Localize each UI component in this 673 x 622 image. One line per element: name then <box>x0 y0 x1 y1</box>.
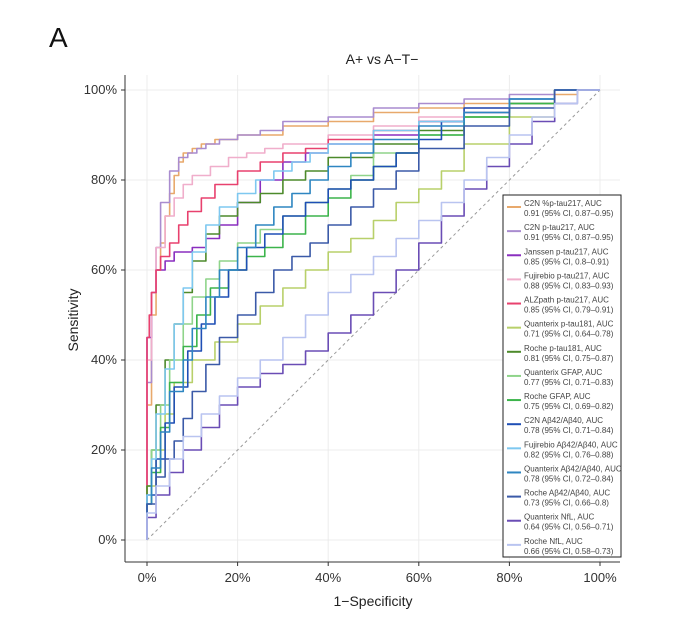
x-tick-label: 100% <box>583 570 617 585</box>
legend-ci-15: 0.66 (95% CI, 0.58–0.73) <box>524 547 614 556</box>
legend-label-7: Roche p-tau181, AUC <box>524 344 602 353</box>
x-axis-title: 1−Specificity <box>334 593 413 609</box>
y-tick-label: 0% <box>98 532 117 547</box>
x-tick-label: 0% <box>138 570 157 585</box>
legend-ci-5: 0.85 (95% CI, 0.79–0.91) <box>524 306 614 315</box>
legend-label-15: Roche NfL, AUC <box>524 537 583 546</box>
legend-ci-1: 0.91 (95% CI, 0.87–0.95) <box>524 209 614 218</box>
legend-label-3: Janssen p-tau217, AUC <box>524 247 609 256</box>
legend-ci-3: 0.85 (95% CI, 0.8–0.91) <box>524 257 609 266</box>
y-tick-label: 80% <box>91 172 117 187</box>
legend-ci-11: 0.82 (95% CI, 0.76–0.88) <box>524 450 614 459</box>
y-tick-label: 60% <box>91 262 117 277</box>
y-tick-label: 100% <box>84 82 118 97</box>
legend-label-1: C2N %p-tau217, AUC <box>524 199 602 208</box>
legend-label-8: Quanterix GFAP, AUC <box>524 368 602 377</box>
y-axis-title: Sensitivity <box>65 288 81 351</box>
legend-ci-6: 0.71 (95% CI, 0.64–0.78) <box>524 330 614 339</box>
legend-label-6: Quanterix p-tau181, AUC <box>524 320 614 329</box>
legend-label-10: C2N Aβ42/Aβ40, AUC <box>524 416 603 425</box>
legend-ci-13: 0.73 (95% CI, 0.66–0.8) <box>524 499 609 508</box>
x-tick-label: 60% <box>406 570 432 585</box>
legend-label-4: Fujirebio p-tau217, AUC <box>524 271 610 280</box>
y-tick-label: 20% <box>91 442 117 457</box>
legend-label-11: Fujirebio Aβ42/Aβ40, AUC <box>524 440 618 449</box>
legend-label-14: Quanterix NfL, AUC <box>524 513 594 522</box>
legend-label-12: Quanterix Aβ42/Aβ40, AUC <box>524 464 622 473</box>
legend-label-9: Roche GFAP, AUC <box>524 392 591 401</box>
legend-label-13: Roche Aβ42/Aβ40, AUC <box>524 489 610 498</box>
x-tick-label: 80% <box>496 570 522 585</box>
x-tick-label: 40% <box>315 570 341 585</box>
legend-ci-10: 0.78 (95% CI, 0.71–0.84) <box>524 426 614 435</box>
legend-ci-7: 0.81 (95% CI, 0.75–0.87) <box>524 354 614 363</box>
y-tick-label: 40% <box>91 352 117 367</box>
x-tick-label: 20% <box>225 570 251 585</box>
legend-ci-8: 0.77 (95% CI, 0.71–0.83) <box>524 378 614 387</box>
legend-ci-2: 0.91 (95% CI, 0.87–0.95) <box>524 233 614 242</box>
legend-ci-9: 0.75 (95% CI, 0.69–0.82) <box>524 402 614 411</box>
legend-ci-14: 0.64 (95% CI, 0.56–0.71) <box>524 523 614 532</box>
legend-label-2: C2N p-tau217, AUC <box>524 223 595 232</box>
roc-chart: 0% 20% 40% 60% 80% 100% 0% 20% 40% 60% 80% 100% C2N… <box>0 0 673 622</box>
legend-ci-12: 0.78 (95% CI, 0.72–0.84) <box>524 474 614 483</box>
chart-title: A+ vs A−T− <box>346 51 419 67</box>
legend-ci-4: 0.88 (95% CI, 0.83–0.93) <box>524 281 614 290</box>
legend-label-5: ALZpath p-tau217, AUC <box>524 296 609 305</box>
